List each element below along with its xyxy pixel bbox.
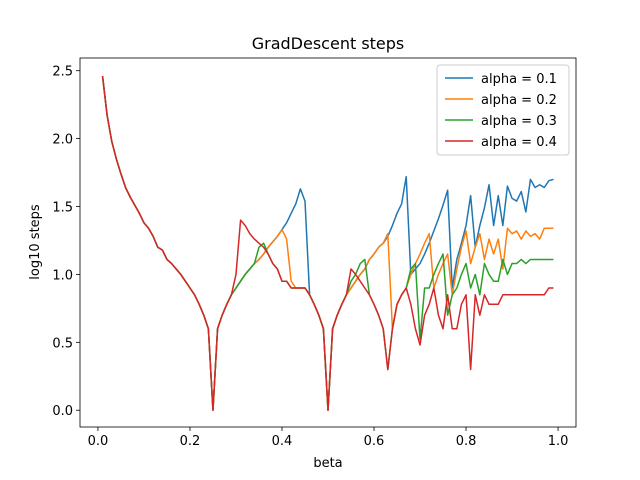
legend-label: alpha = 0.2 [481, 93, 557, 108]
x-axis-label: beta [313, 456, 342, 471]
y-axis-label: log10 steps [28, 204, 43, 280]
y-tick-label: 1.0 [52, 268, 73, 283]
legend-label: alpha = 0.1 [481, 72, 557, 87]
y-tick-label: 1.5 [52, 201, 73, 216]
legend-label: alpha = 0.3 [481, 114, 557, 129]
legend-box [436, 64, 570, 156]
x-tick-label: 0.2 [180, 434, 201, 449]
x-tick-label: 0.8 [456, 434, 477, 449]
x-tick-label: 0.4 [272, 434, 293, 449]
y-tick-label: 0.5 [52, 336, 73, 351]
series-line [101, 76, 554, 411]
x-tick-label: 0.0 [88, 434, 109, 449]
y-tick-label: 2.5 [52, 65, 73, 80]
x-tick-label: 0.6 [364, 434, 385, 449]
chart-title: GradDescent steps [252, 34, 405, 53]
x-tick-label: 1.0 [548, 434, 569, 449]
axes-frame [79, 57, 577, 428]
legend-label: alpha = 0.4 [481, 135, 557, 150]
y-tick-label: 0.0 [52, 404, 73, 419]
y-tick-label: 2.0 [52, 133, 73, 148]
